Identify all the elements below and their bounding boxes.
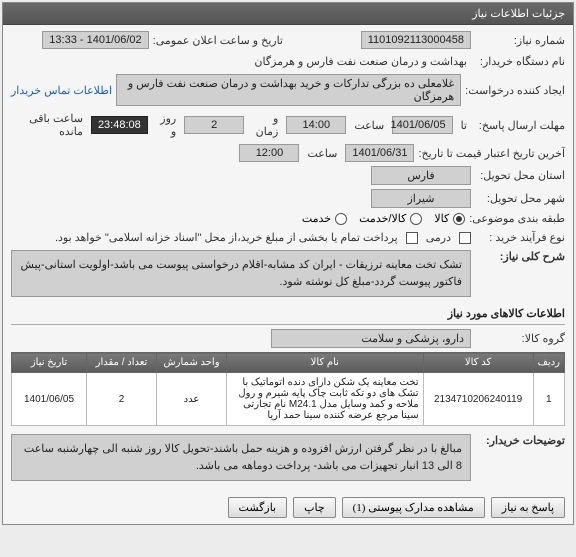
category-label: طبقه بندی موضوعی: [469, 212, 565, 225]
back-button[interactable]: بازگشت [228, 497, 288, 518]
radio-goods-label: کالا [434, 212, 449, 225]
group-label: گروه کالا: [475, 332, 565, 345]
device-value: بهداشت و درمان صنعت نفت فارس و هرمزگان [250, 53, 471, 70]
contact-link[interactable]: اطلاعات تماس خریدار [11, 84, 112, 97]
process-bid: درمی [422, 229, 455, 246]
process-label: نوع فرآیند خرید : [475, 231, 565, 244]
print-button[interactable]: چاپ [293, 497, 336, 518]
table-header-row: ردیف کد کالا نام کالا واحد شمارش تعداد /… [12, 353, 565, 373]
process-checkbox-1[interactable] [459, 232, 471, 244]
td-unit: عدد [157, 373, 227, 426]
remain-days-label: روز و [152, 110, 180, 140]
td-name: تخت معاینه یک شکن دارای دنده اتوماتیک با… [227, 373, 424, 426]
radio-gs-circle [410, 213, 422, 225]
general-desc-value: تشک تخت معاینه ترزیقات - ایران کد مشابه-… [11, 250, 471, 297]
th-date: تاریخ نیاز [12, 353, 87, 373]
td-qty: 2 [87, 373, 157, 426]
announce-value: 1401/06/02 - 13:33 [42, 31, 148, 49]
radio-goods-service[interactable]: کالا/خدمت [359, 212, 422, 225]
panel-body: شماره نیاز: 1101092113000458 تاریخ و ساع… [3, 25, 573, 491]
credit-time-label: ساعت [303, 145, 341, 162]
remain-label: و زمان [248, 110, 282, 140]
group-value: دارو، پزشکی و سلامت [271, 329, 471, 348]
province-value: فارس [371, 166, 471, 185]
radio-gs-label: کالا/خدمت [359, 212, 406, 225]
credit-date: 1401/06/31 [345, 144, 414, 162]
general-desc-label: شرح کلی نیاز: [475, 250, 565, 263]
send-date: 1401/06/05 [392, 116, 452, 134]
radio-service-label: خدمت [302, 212, 331, 225]
th-qty: تعداد / مقدار [87, 353, 157, 373]
td-idx: 1 [533, 373, 564, 426]
reply-button[interactable]: پاسخ به نیاز [491, 497, 565, 518]
need-number-label: شماره نیاز: [475, 34, 565, 47]
send-deadline-label: مهلت ارسال پاسخ: [475, 119, 565, 132]
button-row: پاسخ به نیاز مشاهده مدارک پیوستی (1) چاپ… [3, 491, 573, 524]
td-code: 2134710206240119 [423, 373, 533, 426]
table-row: 1 2134710206240119 تخت معاینه یک شکن دار… [12, 373, 565, 426]
buyer-notes-label: توضیحات خریدار: [475, 434, 565, 447]
radio-goods-circle [453, 213, 465, 225]
remain-suffix: ساعت باقی مانده [11, 110, 87, 140]
credit-time: 12:00 [239, 144, 299, 162]
send-time-label: ساعت [350, 117, 388, 134]
th-code: کد کالا [423, 353, 533, 373]
radio-goods[interactable]: کالا [434, 212, 465, 225]
attachments-button[interactable]: مشاهده مدارک پیوستی (1) [342, 497, 485, 518]
send-time: 14:00 [286, 116, 346, 134]
province-label: استان محل تحویل: [475, 169, 565, 182]
th-idx: ردیف [533, 353, 564, 373]
td-date: 1401/06/05 [12, 373, 87, 426]
send-until: تا [457, 117, 471, 134]
device-label: نام دستگاه خریدار: [475, 55, 565, 68]
creator-label: ایجاد کننده درخواست: [465, 84, 565, 97]
main-panel: جزئیات اطلاعات نیاز شماره نیاز: 11010921… [2, 2, 574, 525]
process-checkbox-2[interactable] [406, 232, 418, 244]
countdown-timer: 23:48:08 [91, 116, 148, 134]
remain-days-value: 2 [184, 116, 244, 134]
radio-service-circle [335, 213, 347, 225]
announce-label: تاریخ و ساعت اعلان عمومی: [153, 34, 283, 47]
process-text: پرداخت تمام یا بخشی از مبلغ خرید،از محل … [11, 229, 402, 246]
creator-value: غلامعلی ده بزرگی تدارکات و خرید بهداشت و… [116, 74, 461, 106]
category-radio-group: کالا کالا/خدمت خدمت [302, 212, 465, 225]
buyer-notes-value: مبالغ با در نظر گرفتن ارزش افزوده و هزین… [11, 434, 471, 481]
th-name: نام کالا [227, 353, 424, 373]
items-section-title: اطلاعات کالاهای مورد نیاز [11, 303, 565, 325]
th-unit: واحد شمارش [157, 353, 227, 373]
items-table: ردیف کد کالا نام کالا واحد شمارش تعداد /… [11, 352, 565, 426]
city-value: شیراز [371, 189, 471, 208]
need-number-value: 1101092113000458 [361, 31, 471, 49]
panel-title: جزئیات اطلاعات نیاز [3, 3, 573, 25]
radio-service[interactable]: خدمت [302, 212, 347, 225]
city-label: شهر محل تحویل: [475, 192, 565, 205]
credit-label: آخرین تاریخ اعتبار قیمت تا تاریخ: [418, 147, 565, 160]
